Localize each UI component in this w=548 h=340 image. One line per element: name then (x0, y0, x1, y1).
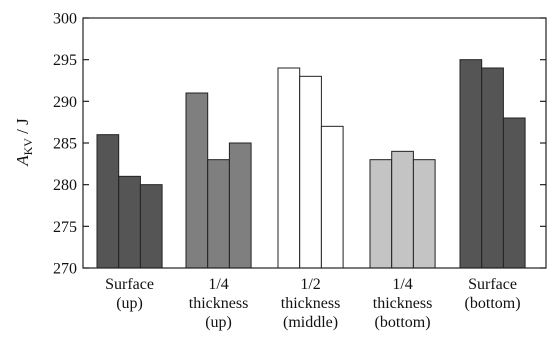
x-axis-labels: Surface (up) 1/4 thickness (up) 1/2 thickness (… (105, 276, 520, 331)
y-tick-label: 300 (53, 11, 77, 28)
x-category-label-line: (middle) (283, 314, 338, 331)
x-category-label-line: (up) (116, 295, 143, 312)
bar (459, 59, 483, 269)
bar (391, 150, 414, 269)
y-tick-label: 295 (53, 52, 77, 69)
x-category-label: Surface (bottom) (465, 276, 521, 312)
bar (502, 117, 526, 269)
y-tick-label: 290 (53, 94, 77, 111)
bar (320, 125, 344, 269)
plot-frame (82, 17, 547, 269)
x-category-label: Surface (up) (105, 276, 154, 312)
bar (299, 75, 322, 269)
x-category-label: 1/4 thickness (up) (189, 276, 249, 331)
x-category-label: 1/4 thickness (bottom) (373, 276, 433, 331)
bar (412, 159, 436, 269)
x-category-label-line: (bottom) (465, 295, 521, 312)
x-category-label-line: 1/2 (300, 276, 320, 293)
x-category-label: 1/2 thickness (middle) (281, 276, 341, 331)
bar (207, 159, 230, 269)
x-category-label-line: 1/4 (208, 276, 228, 293)
y-axis-title: AKV / J (13, 118, 35, 167)
y-tick-label: 270 (53, 261, 77, 278)
bar (481, 67, 504, 269)
x-category-label-line: (up) (205, 314, 232, 331)
y-tick-label: 275 (53, 219, 77, 236)
y-axis-subscript: KV (21, 138, 35, 156)
bar (139, 184, 163, 269)
bar (277, 67, 301, 269)
x-category-label-line: 1/4 (392, 276, 412, 293)
x-category-label-line: thickness (281, 295, 341, 312)
bar (228, 142, 252, 269)
y-axis-unit: / J (13, 118, 32, 138)
y-tick-label: 285 (53, 136, 77, 153)
plot-border (82, 17, 547, 269)
x-category-label-line: thickness (373, 295, 433, 312)
bars (96, 59, 526, 269)
x-category-label-line: thickness (189, 295, 249, 312)
x-category-label-line: (bottom) (375, 314, 431, 331)
y-tick-label: 280 (53, 177, 77, 194)
bar (118, 175, 141, 269)
bar (96, 134, 120, 269)
x-category-label-line: Surface (105, 276, 154, 293)
svg-text:AKV / J: AKV / J (13, 118, 35, 167)
y-axis-symbol: A (13, 155, 32, 167)
x-category-label-line: Surface (468, 276, 517, 293)
bar (185, 92, 209, 269)
bar (369, 159, 393, 269)
